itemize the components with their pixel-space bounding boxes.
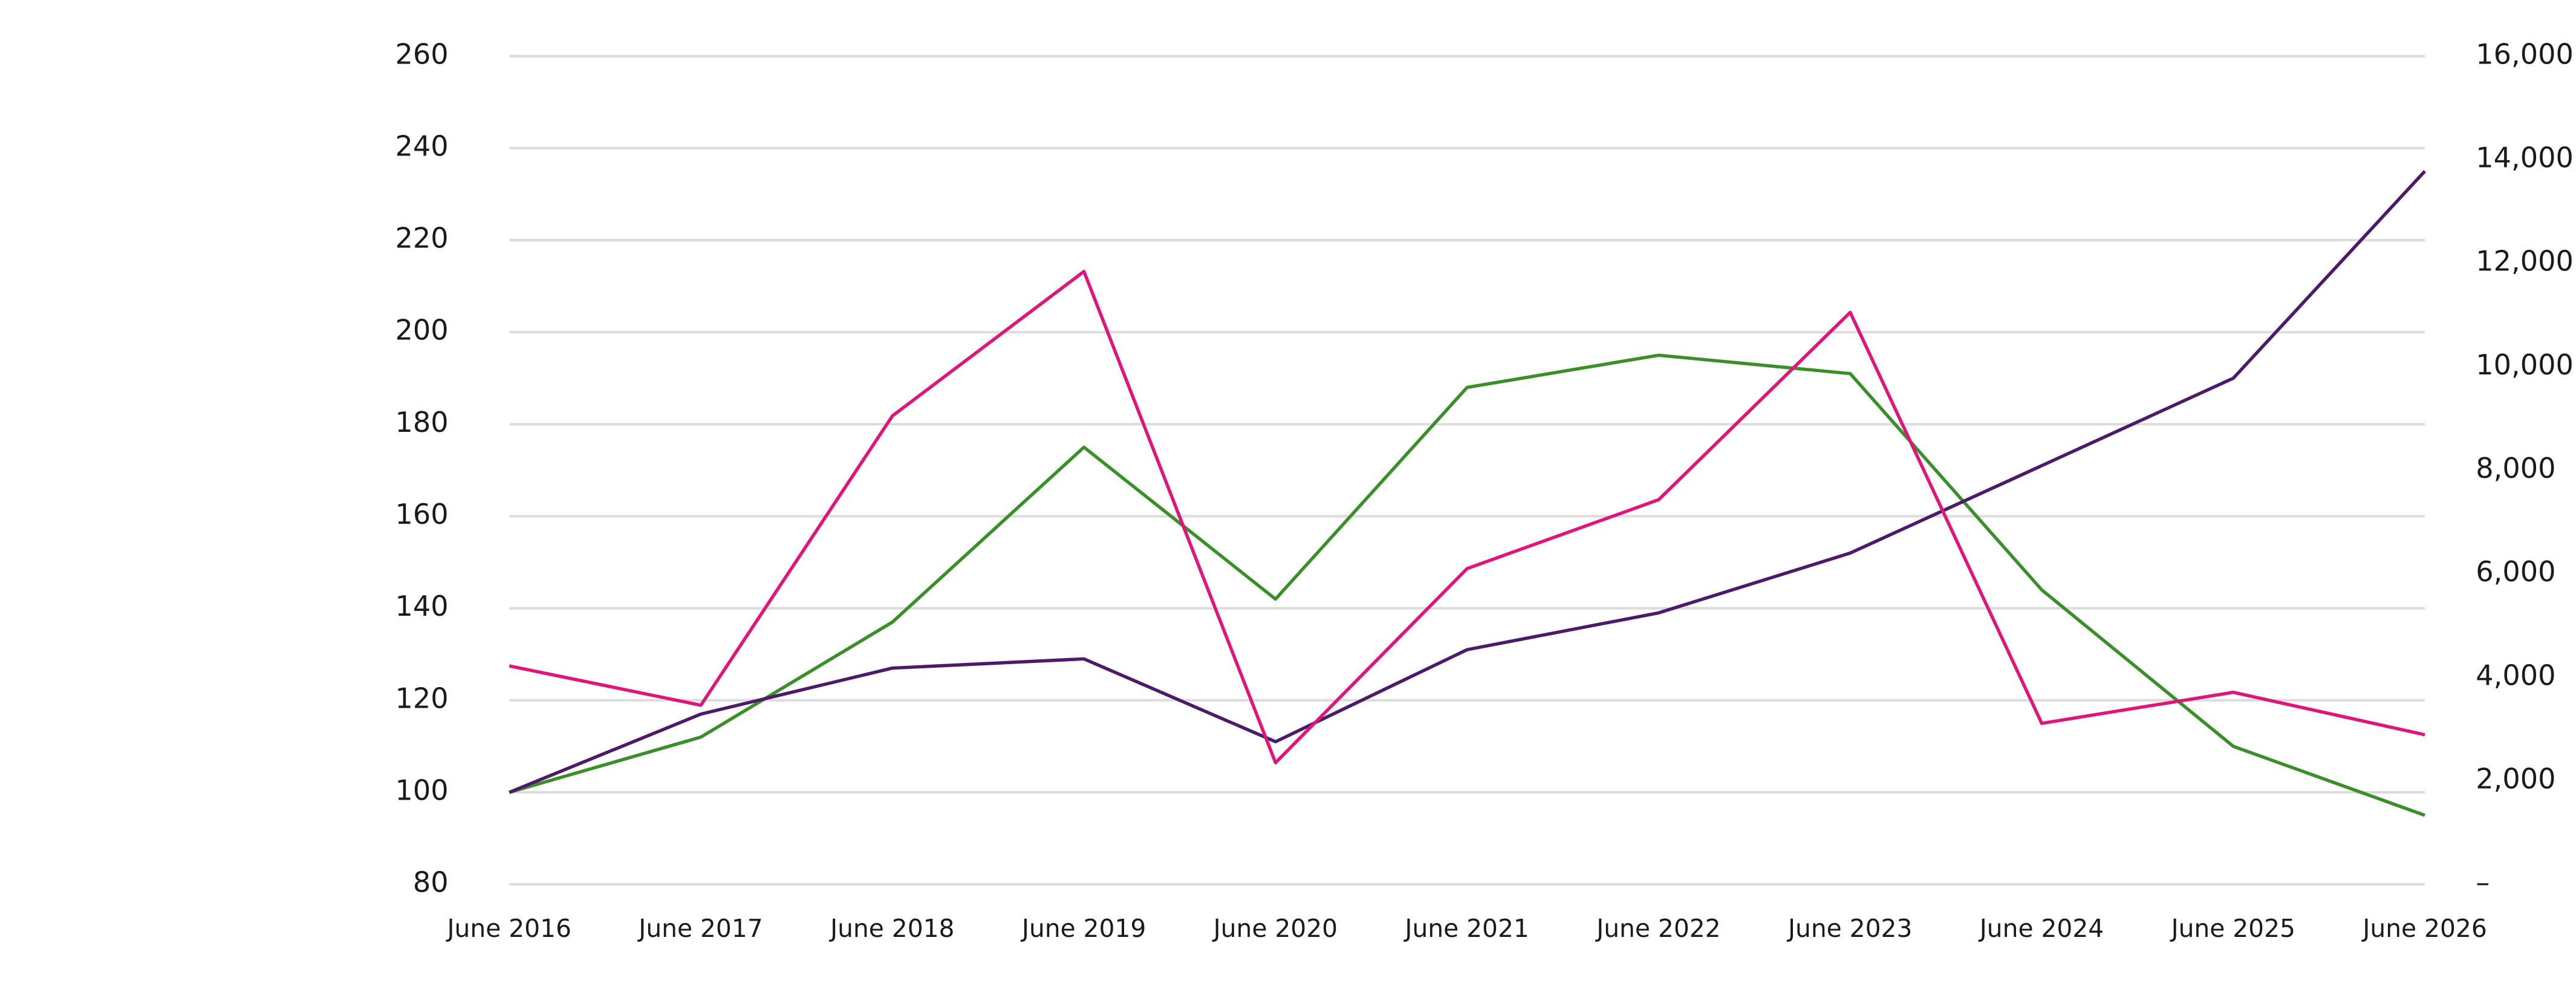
x-tick-label: June 2016 xyxy=(446,914,571,943)
y2-tick-label: 10,000 xyxy=(2476,348,2574,381)
x-tick-label: June 2026 xyxy=(2361,914,2487,943)
y-tick-label: 120 xyxy=(395,682,449,714)
y-tick-label: 140 xyxy=(395,590,449,622)
y2-tick-label: 16,000 xyxy=(2476,38,2574,70)
y-tick-label: 180 xyxy=(395,406,449,439)
y2-tick-label: 14,000 xyxy=(2476,141,2574,174)
y-tick-label: 100 xyxy=(395,774,449,806)
y2-tick-label: 12,000 xyxy=(2476,245,2574,278)
y2-tick-label: – xyxy=(2476,866,2490,899)
x-tick-label: June 2024 xyxy=(1978,914,2104,943)
y-tick-label: 200 xyxy=(395,314,449,347)
y-tick-label: 240 xyxy=(395,129,449,162)
x-tick-label: June 2018 xyxy=(828,914,954,943)
y-tick-label: 260 xyxy=(395,38,449,70)
y-tick-label: 80 xyxy=(413,866,449,899)
x-tick-label: June 2023 xyxy=(1786,914,1912,943)
x-tick-label: June 2022 xyxy=(1595,914,1720,943)
x-tick-label: June 2019 xyxy=(1020,914,1146,943)
x-tick-label: June 2020 xyxy=(1212,914,1338,943)
series-line xyxy=(509,170,2427,794)
x-tick-label: June 2021 xyxy=(1403,914,1529,943)
y2-tick-label: 2,000 xyxy=(2476,762,2555,795)
y2-tick-label: 4,000 xyxy=(2476,659,2555,691)
y2-tick-label: 8,000 xyxy=(2476,452,2555,484)
series-line xyxy=(509,270,2425,765)
x-tick-label: June 2025 xyxy=(2170,914,2295,943)
series-line xyxy=(509,353,2425,817)
x-tick-label: June 2017 xyxy=(637,914,763,943)
y-tick-label: 220 xyxy=(395,222,449,255)
y-tick-label: 160 xyxy=(395,498,449,530)
y2-tick-label: 6,000 xyxy=(2476,555,2555,588)
